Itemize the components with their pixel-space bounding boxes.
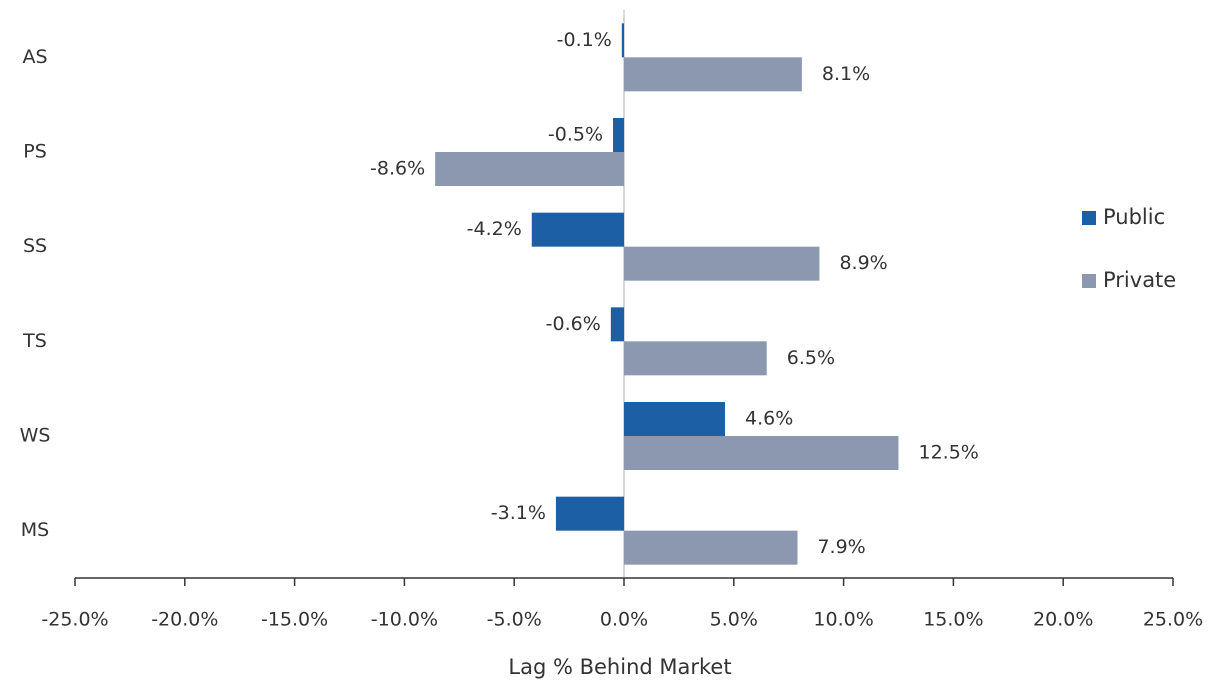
bar	[624, 246, 820, 281]
bar	[624, 402, 726, 436]
y-tick-label: AS	[22, 46, 47, 68]
x-tick-label: -20.0%	[151, 609, 218, 631]
data-label: 8.1%	[822, 63, 870, 85]
x-tick-label: 20.0%	[1033, 609, 1093, 631]
data-label: 7.9%	[817, 536, 865, 558]
bar	[613, 118, 624, 152]
legend-swatch	[1082, 211, 1096, 225]
data-label: -3.1%	[491, 502, 546, 524]
bar	[621, 23, 624, 58]
y-tick-label: MS	[21, 519, 49, 541]
x-tick-label: 10.0%	[813, 609, 873, 631]
data-label: -0.5%	[548, 124, 603, 146]
x-axis-title: Lag % Behind Market	[508, 655, 731, 679]
data-label: 8.9%	[839, 252, 887, 274]
data-label: -8.6%	[370, 158, 425, 180]
x-tick-label: -15.0%	[261, 609, 328, 631]
legend-label: Private	[1103, 268, 1176, 292]
data-label: 6.5%	[787, 347, 835, 369]
data-label: 4.6%	[745, 408, 793, 430]
bar	[531, 212, 624, 247]
bar	[610, 307, 624, 342]
x-tick-label: 5.0%	[710, 609, 758, 631]
legend-swatch	[1082, 274, 1096, 288]
x-tick-label: 0.0%	[600, 609, 648, 631]
data-label: -4.2%	[467, 218, 522, 240]
x-tick-label: -25.0%	[41, 609, 108, 631]
y-tick-label: WS	[20, 425, 51, 447]
data-label: -0.1%	[557, 29, 612, 51]
bar	[435, 152, 624, 186]
y-tick-label: TS	[22, 330, 47, 352]
bar	[555, 496, 624, 531]
bar	[624, 436, 899, 470]
y-tick-label: PS	[23, 141, 47, 163]
x-tick-label: 25.0%	[1143, 609, 1203, 631]
legend-label: Public	[1103, 205, 1165, 229]
data-label: -0.6%	[546, 313, 601, 335]
bar	[624, 530, 798, 565]
data-label: 12.5%	[919, 442, 979, 464]
y-tick-label: SS	[23, 235, 47, 257]
x-tick-label: -5.0%	[487, 609, 542, 631]
bar	[624, 341, 767, 376]
x-tick-label: 15.0%	[923, 609, 983, 631]
bar	[624, 57, 802, 92]
x-tick-label: -10.0%	[371, 609, 438, 631]
